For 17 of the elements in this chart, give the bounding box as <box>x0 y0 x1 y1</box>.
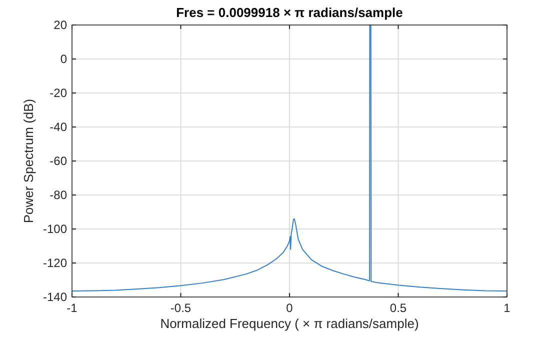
x-axis-title: Normalized Frequency ( × π radians/sample) <box>160 316 419 331</box>
y-tick-label: -120 <box>42 256 68 270</box>
y-tick-label: -20 <box>50 86 68 100</box>
y-tick-label: -140 <box>42 290 68 304</box>
x-tick-label: -1 <box>66 301 78 315</box>
y-axis-title: Power Spectrum (dB) <box>21 98 36 224</box>
chart-title: Fres = 0.0099918 × π radians/sample <box>176 5 403 20</box>
x-tick-label: 0 <box>286 301 294 315</box>
y-tick-label: -80 <box>50 188 68 202</box>
y-tick-label: -60 <box>50 154 68 168</box>
y-tick-label: 20 <box>54 18 68 32</box>
y-tick-label: -100 <box>42 222 68 236</box>
x-tick-label: 0.5 <box>390 301 407 315</box>
y-tick-label: -40 <box>50 120 68 134</box>
y-tick-label: 0 <box>60 52 68 66</box>
x-tick-label: -0.5 <box>170 301 192 315</box>
x-tick-label: 1 <box>504 301 511 315</box>
